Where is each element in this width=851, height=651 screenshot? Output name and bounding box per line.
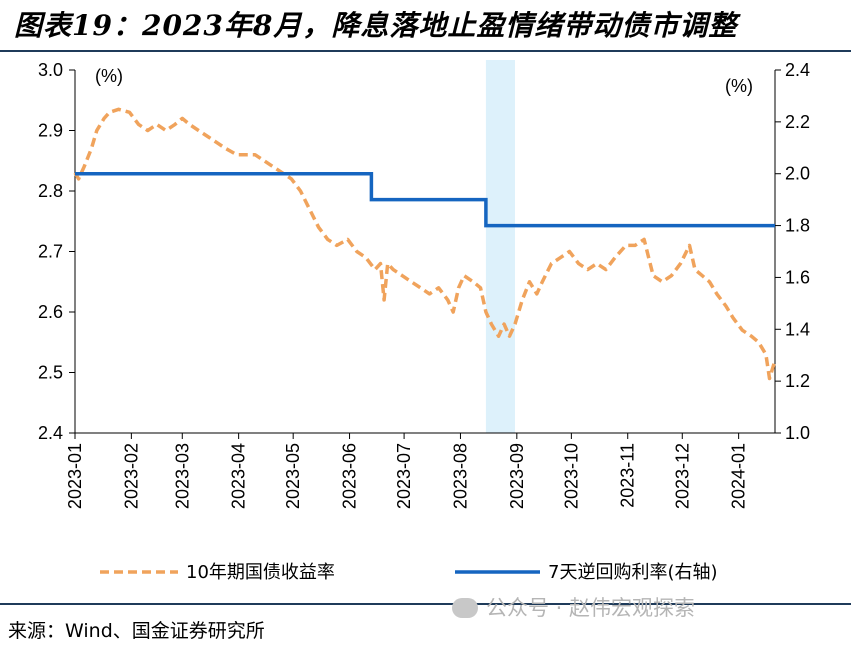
x-tick-label: 2023-04	[229, 443, 249, 509]
source-rule	[0, 603, 851, 605]
x-tick-label: 2023-09	[507, 443, 527, 509]
legend-repo-label: 7天逆回购利率(右轴)	[548, 562, 718, 583]
chart-title: 图表19：2023年8月，降息落地止盈情绪带动债市调整	[14, 9, 738, 42]
x-tick-label: 2023-10	[561, 443, 581, 509]
x-tick-label: 2023-07	[394, 443, 414, 509]
series-10y-bond-yield	[73, 107, 777, 381]
right-tick-label: 2.0	[785, 164, 810, 184]
left-tick-label: 2.5	[38, 363, 63, 383]
highlight-band	[485, 60, 515, 433]
x-tick-label: 2024-01	[729, 443, 749, 509]
x-tick-label: 2023-01	[65, 443, 85, 509]
right-tick-label: 1.2	[785, 371, 810, 391]
right-axis-unit: (%)	[725, 76, 753, 96]
watermark-text: 公众号 · 赵伟宏观探索	[486, 596, 696, 620]
right-tick-label: 2.2	[785, 112, 810, 132]
chart-area: 2.4 2.5 2.6 2.7 2.8 2.9 3.0 1.0 1.2 1.4 1.6 1.8 2.0 2…	[38, 60, 810, 583]
right-tick-label: 1.4	[785, 319, 810, 339]
title-rule	[0, 50, 851, 52]
series-7d-reverse-repo-rate	[75, 171, 775, 228]
right-tick-label: 1.6	[785, 267, 810, 287]
x-tick-label: 2023-02	[121, 443, 141, 509]
left-tick-label: 2.4	[38, 423, 63, 443]
legend: 10年期国债收益率 7天逆回购利率(右轴)	[100, 562, 718, 583]
right-tick-label: 1.0	[785, 423, 810, 443]
right-tick-label: 1.8	[785, 216, 810, 236]
left-tick-label: 2.8	[38, 181, 63, 201]
x-tick-label: 2023-08	[450, 443, 470, 509]
left-axis-unit: (%)	[95, 66, 123, 86]
x-tick-label: 2023-06	[340, 443, 360, 509]
axes: 2.4 2.5 2.6 2.7 2.8 2.9 3.0 1.0 1.2 1.4 1.6 1.8 2.0 2…	[38, 60, 810, 509]
left-tick-label: 2.6	[38, 302, 63, 322]
x-tick-label: 2023-11	[618, 443, 638, 508]
x-tick-label: 2023-05	[283, 443, 303, 509]
legend-bond-label: 10年期国债收益率	[186, 562, 335, 583]
left-tick-label: 2.9	[38, 121, 63, 141]
x-tick-label: 2023-12	[672, 443, 692, 509]
source-note: 来源：Wind、国金证券研究所	[8, 620, 265, 642]
wechat-icon	[452, 598, 478, 618]
plot-lines	[73, 107, 777, 381]
x-tick-label: 2023-03	[172, 443, 192, 509]
left-tick-label: 2.7	[38, 242, 63, 262]
right-tick-label: 2.4	[785, 60, 810, 80]
left-tick-label: 3.0	[38, 60, 63, 80]
watermark: 公众号 · 赵伟宏观探索	[452, 592, 695, 622]
